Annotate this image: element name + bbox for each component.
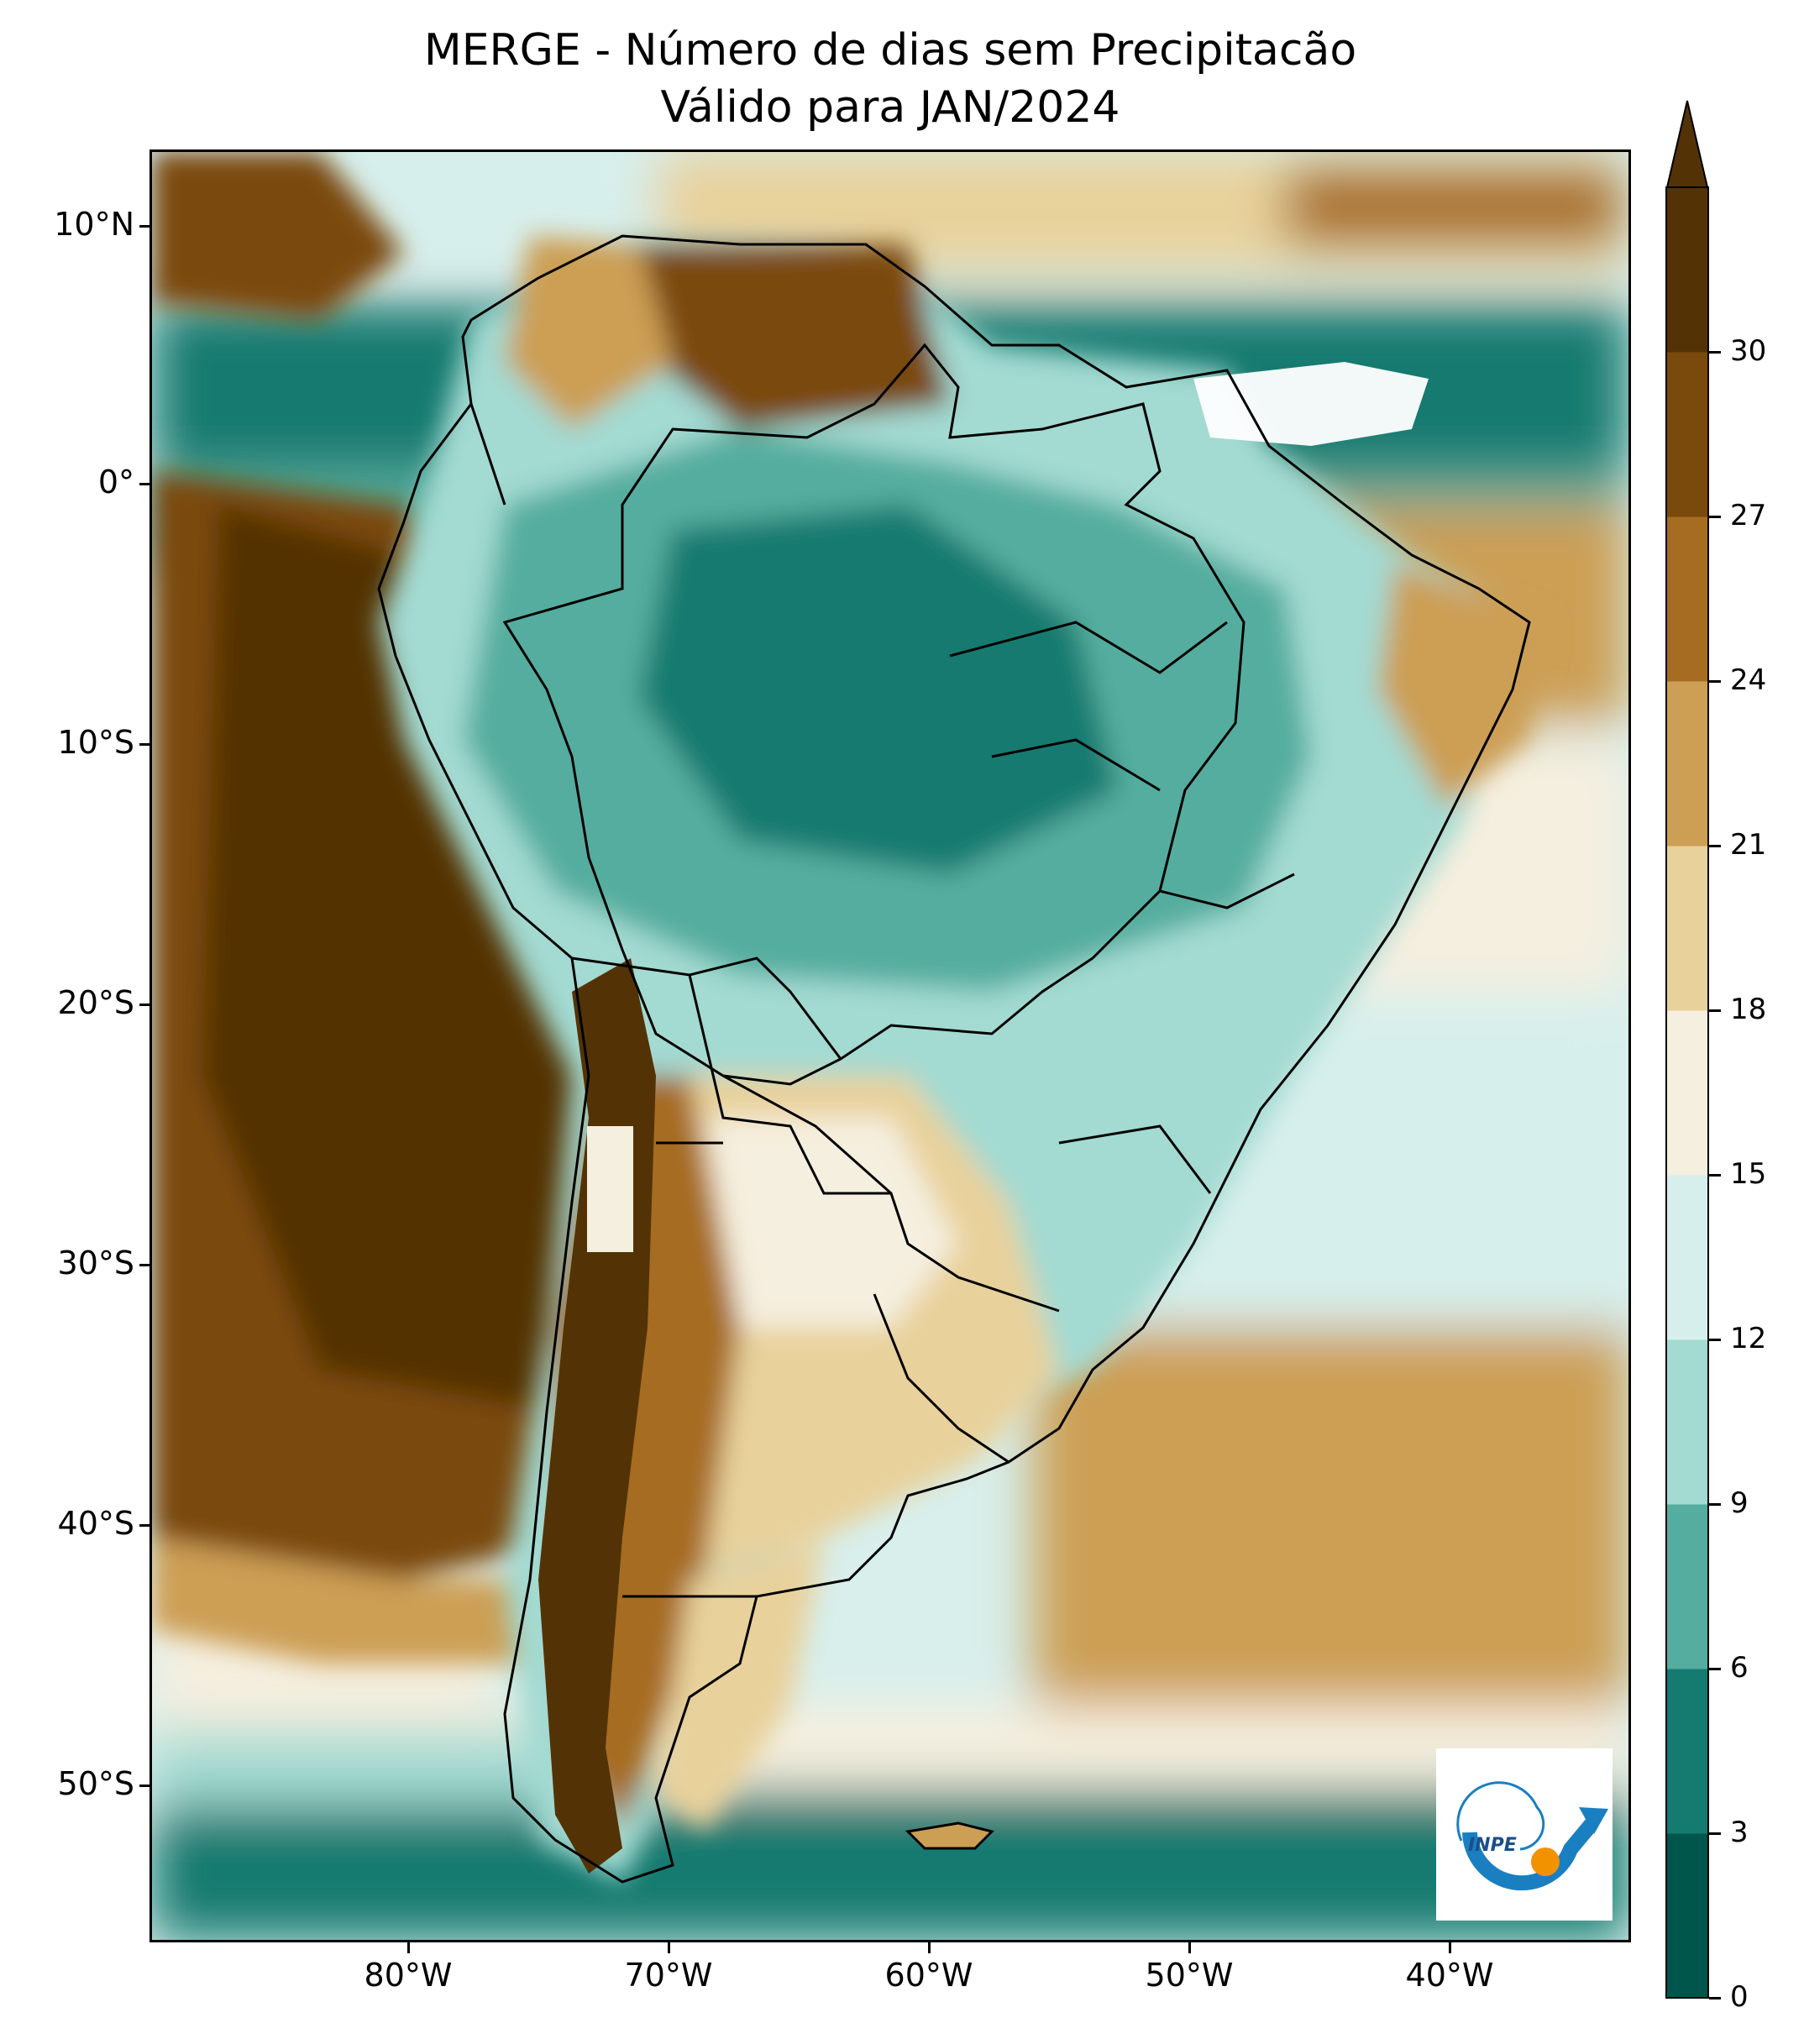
colorbar-tick	[1709, 1009, 1721, 1012]
no-data-patch	[587, 1126, 633, 1252]
precipitation-map	[152, 152, 1628, 1940]
lat-label-20s: 20°S	[57, 984, 134, 1021]
colorbar-tick-label: 18	[1730, 993, 1767, 1026]
colorbar-tick	[1709, 516, 1721, 518]
colorbar-tick-label: 24	[1730, 663, 1767, 697]
lat-label-40s: 40°S	[57, 1505, 134, 1542]
colorbar-extend-arrow	[1665, 100, 1709, 188]
lon-label-50w: 50°W	[1145, 1957, 1234, 1994]
lat-tick	[139, 1785, 151, 1787]
falkland-islands	[905, 1821, 994, 1850]
lat-label-10n: 10°N	[54, 206, 134, 243]
colorbar-segment	[1666, 1833, 1708, 1999]
lon-label-60w: 60°W	[884, 1957, 973, 1994]
colorbar-tick	[1709, 1997, 1721, 1999]
inpe-logo-graphic: INPE	[1456, 1781, 1608, 1891]
country-borders	[377, 234, 1531, 1884]
colorbar-segment	[1666, 516, 1708, 682]
lat-tick	[139, 743, 151, 746]
colorbar-segment	[1666, 1504, 1708, 1669]
colorbar-segment	[1666, 681, 1708, 846]
colorbar-tick-label: 9	[1730, 1486, 1749, 1520]
colorbar-segment	[1666, 1010, 1708, 1176]
colorbar-tick	[1709, 1668, 1721, 1670]
colorbar-segment	[1666, 352, 1708, 517]
map-plot-area	[149, 149, 1631, 1942]
lat-tick	[139, 1264, 151, 1266]
colorbar-tick-label: 21	[1730, 828, 1767, 862]
lon-tick	[1449, 1942, 1451, 1953]
lat-tick	[139, 483, 151, 485]
colorbar-tick-label: 12	[1730, 1322, 1767, 1355]
colorbar-tick-label: 6	[1730, 1651, 1749, 1685]
colorbar-tick	[1709, 1832, 1721, 1835]
colorbar	[1665, 100, 1709, 1999]
colorbar-tick-label: 3	[1730, 1816, 1749, 1849]
colorbar-segment	[1666, 1339, 1708, 1505]
lat-tick	[139, 1004, 151, 1006]
lat-tick	[139, 1524, 151, 1527]
lat-tick	[139, 225, 151, 228]
svg-text:INPE: INPE	[1468, 1835, 1517, 1856]
lat-label-30s: 30°S	[57, 1245, 134, 1281]
lon-label-40w: 40°W	[1405, 1957, 1494, 1994]
colorbar-tick	[1709, 680, 1721, 683]
colorbar-tick	[1709, 845, 1721, 847]
colorbar-segment	[1666, 1175, 1708, 1340]
map-title: MERGE - Número de dias sem Precipitacão	[423, 25, 1357, 76]
lat-label-50s: 50°S	[57, 1765, 134, 1802]
colorbar-outline	[1665, 186, 1709, 1999]
lon-tick	[928, 1942, 931, 1953]
inpe-logo: INPE	[1436, 1748, 1613, 1921]
no-data-patch	[1193, 362, 1429, 446]
colorbar-tick	[1709, 1503, 1721, 1506]
lat-label-0: 0°	[97, 464, 134, 501]
colorbar-segment	[1666, 846, 1708, 1011]
colorbar-tick	[1709, 351, 1721, 354]
colorbar-tick-label: 27	[1730, 499, 1767, 532]
colorbar-tick	[1709, 1339, 1721, 1341]
colorbar-tick-label: 30	[1730, 334, 1767, 368]
colorbar-segment	[1666, 187, 1708, 353]
map-subtitle: Válido para JAN/2024	[660, 82, 1120, 133]
colorbar-tick-label: 15	[1730, 1157, 1767, 1191]
lon-label-70w: 70°W	[624, 1957, 713, 1994]
lon-label-80w: 80°W	[364, 1957, 453, 1994]
lon-tick	[668, 1942, 670, 1953]
colorbar-tick	[1709, 1174, 1721, 1177]
colorbar-tick-label: 0	[1730, 1980, 1749, 2014]
lat-label-10s: 10°S	[57, 724, 134, 761]
lon-tick	[407, 1942, 410, 1953]
colorbar-segment	[1666, 1669, 1708, 1834]
lon-tick	[1188, 1942, 1191, 1953]
